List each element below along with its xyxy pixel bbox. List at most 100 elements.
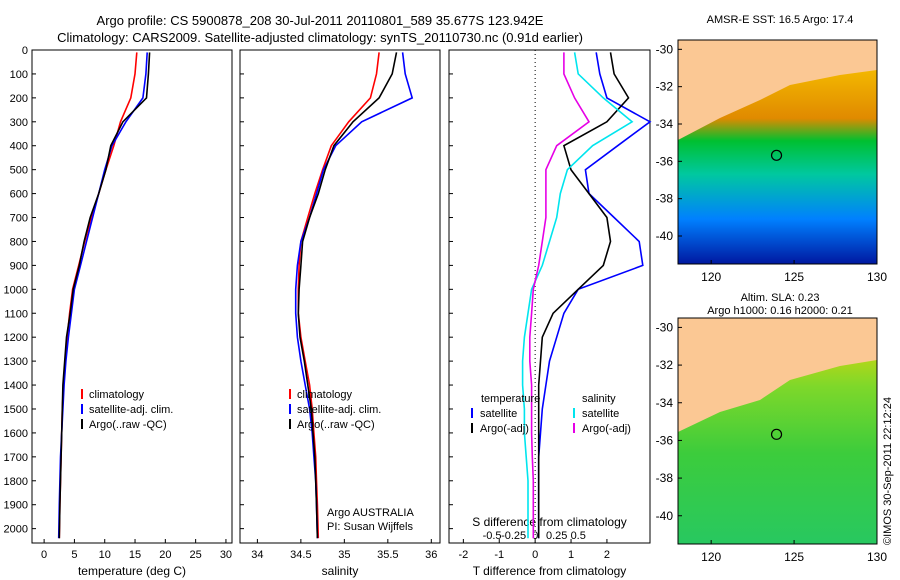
map-lat-label: -40 [656, 509, 674, 523]
y-tick-label: 200 [10, 93, 28, 105]
x-tick-label: 35 [338, 549, 350, 561]
legend-header-salinity: salinity [582, 393, 616, 405]
map-lat-label: -34 [656, 117, 674, 131]
legend-header-temperature: temperature [481, 393, 540, 405]
map-lon-label: 125 [784, 550, 804, 564]
legend-label: satellite-adj. clim. [89, 404, 173, 416]
legend-label: Argo(..raw -QC) [297, 419, 375, 431]
series-line-climatology [58, 52, 138, 539]
x-tick-label: -1 [494, 549, 504, 561]
legend-label: climatology [89, 389, 145, 401]
sst-map-land [678, 40, 877, 140]
map-lat-label: -36 [656, 433, 674, 447]
sla-map-title-2: Argo h1000: 0.16 h2000: 0.21 [707, 305, 853, 317]
x-tick-label: 20 [159, 549, 171, 561]
sst-map-title: AMSR-E SST: 16.5 Argo: 17.4 [706, 14, 854, 26]
y-tick-label: 1300 [4, 356, 28, 368]
legend-label: satellite [480, 408, 517, 420]
map-lat-label: -34 [656, 396, 674, 410]
y-tick-label: 1700 [4, 452, 28, 464]
x-top-tick-label: 0.25 [546, 530, 567, 542]
map-lat-label: -38 [656, 471, 674, 485]
map-lat-label: -36 [656, 154, 674, 168]
legend-label: Argo(..raw -QC) [89, 419, 167, 431]
map-lat-label: -32 [656, 358, 674, 372]
legend-label: satellite-adj. clim. [297, 404, 381, 416]
legend-label: Argo(-adj) [480, 423, 529, 435]
argo-country-label: Argo AUSTRALIA [327, 507, 414, 519]
x-axis-label: T difference from climatology [473, 564, 627, 578]
series-line-t-argo-adj- [537, 52, 630, 539]
x-top-tick-label: -0.25 [501, 530, 526, 542]
legend-label: satellite [582, 408, 619, 420]
y-tick-label: 1200 [4, 332, 28, 344]
series-line-climatology [297, 52, 380, 539]
y-tick-label: 900 [10, 260, 28, 272]
y-tick-label: 400 [10, 141, 28, 153]
x-tick-label: 2 [604, 549, 610, 561]
map-lat-label: -32 [656, 80, 674, 94]
x-tick-label: 0 [41, 549, 47, 561]
y-tick-label: 300 [10, 117, 28, 129]
series-line-argo-raw-qc- [297, 52, 398, 539]
sst-map-frame [677, 39, 878, 265]
sla-map-land [678, 318, 877, 432]
x-tick-label: 30 [220, 549, 232, 561]
x-top-axis-label: S difference from climatology [472, 515, 627, 529]
argo-position-marker [770, 428, 783, 440]
y-tick-label: 700 [10, 213, 28, 225]
series-line-argo-raw-qc- [58, 52, 151, 539]
y-tick-label: 1500 [4, 404, 28, 416]
series-line-s-argo-adj- [528, 52, 591, 539]
panel-frame-1 [239, 49, 441, 544]
x-tick-label: -2 [458, 549, 468, 561]
y-tick-label: 1000 [4, 284, 28, 296]
y-tick-label: 500 [10, 165, 28, 177]
x-top-tick-label: 0 [532, 530, 538, 542]
y-tick-label: 2000 [4, 524, 28, 536]
x-tick-label: 34.5 [290, 549, 311, 561]
y-tick-label: 0 [22, 45, 28, 57]
series-line-t-satellite [537, 52, 652, 539]
legend-label: Argo(-adj) [582, 423, 631, 435]
series-line-s-satellite [521, 52, 634, 539]
argo-position-marker [770, 149, 783, 161]
y-tick-label: 1100 [4, 308, 28, 320]
legend-label: climatology [297, 389, 353, 401]
x-top-tick-label: -0.5 [483, 530, 502, 542]
x-tick-label: 5 [71, 549, 77, 561]
map-lon-label: 130 [867, 270, 887, 284]
sla-map-title-1: Altim. SLA: 0.23 [740, 292, 820, 304]
x-tick-label: 0 [532, 549, 538, 561]
y-tick-label: 1800 [4, 476, 28, 488]
title-line-2: Climatology: CARS2009. Satellite-adjuste… [57, 30, 583, 45]
x-top-tick-label: 0.5 [571, 530, 586, 542]
map-lon-label: 120 [701, 550, 721, 564]
x-tick-label: 34 [251, 549, 263, 561]
y-tick-label: 600 [10, 189, 28, 201]
x-tick-label: 10 [99, 549, 111, 561]
map-lon-label: 130 [867, 550, 887, 564]
x-tick-label: 1 [568, 549, 574, 561]
map-lat-label: -30 [656, 320, 674, 334]
map-lat-label: -38 [656, 192, 674, 206]
y-tick-label: 1400 [4, 380, 28, 392]
sla-map-frame [677, 317, 878, 545]
pi-label: PI: Susan Wijffels [327, 521, 413, 533]
title-line-1: Argo profile: CS 5900878_208 30-Jul-2011… [96, 13, 544, 28]
x-tick-label: 36 [425, 549, 437, 561]
x-axis-label: salinity [322, 564, 359, 578]
y-tick-label: 100 [10, 69, 28, 81]
x-axis-label: temperature (deg C) [78, 564, 186, 578]
series-line-satellite-adj-clim- [294, 52, 414, 539]
x-tick-label: 25 [190, 549, 202, 561]
map-lat-label: -40 [656, 229, 674, 243]
x-tick-label: 35.5 [377, 549, 398, 561]
map-lat-label: -30 [656, 42, 674, 56]
panel-frame-0 [31, 49, 233, 544]
map-lon-label: 120 [701, 270, 721, 284]
y-tick-label: 1900 [4, 500, 28, 512]
y-tick-label: 800 [10, 236, 28, 248]
x-tick-label: 15 [129, 549, 141, 561]
